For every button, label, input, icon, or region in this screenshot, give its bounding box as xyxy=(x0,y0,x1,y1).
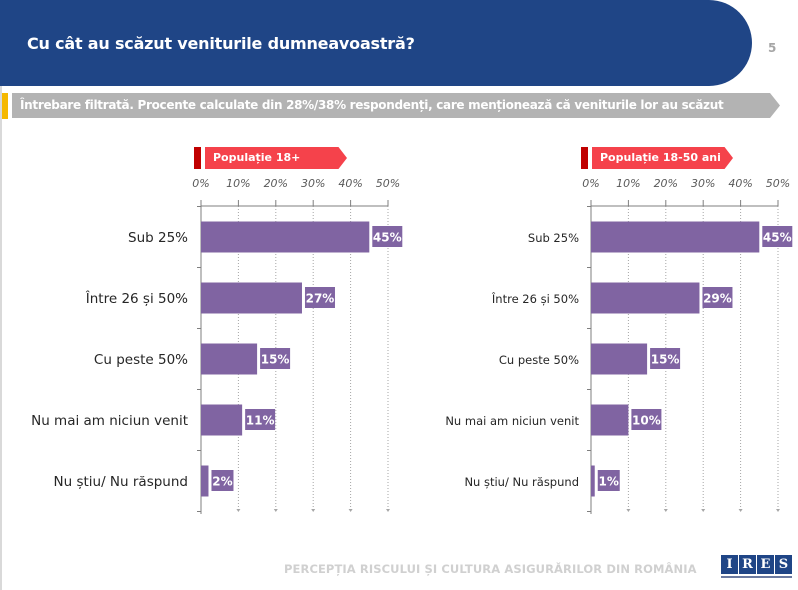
bar xyxy=(591,465,595,497)
logo-letter: R xyxy=(739,555,756,574)
category-label: Nu știu/ Nu răspund xyxy=(54,474,188,490)
data-label: 2% xyxy=(212,475,232,489)
gridline-arrow xyxy=(386,509,390,512)
category-label: Cu peste 50% xyxy=(499,353,579,367)
slide-header: Cu cât au scăzut veniturile dumneavoastr… xyxy=(0,0,752,86)
data-label: 45% xyxy=(763,231,792,245)
slide-title: Cu cât au scăzut veniturile dumneavoastr… xyxy=(27,34,415,53)
data-label: 11% xyxy=(246,414,275,428)
category-label: Între 26 și 50% xyxy=(491,291,579,306)
data-label: 45% xyxy=(373,231,402,245)
data-label: 29% xyxy=(703,292,732,306)
left-border-rule xyxy=(0,0,2,590)
logo-subtitle-line xyxy=(721,576,792,578)
bar xyxy=(201,343,258,375)
gridline-arrow xyxy=(738,509,743,512)
data-label: 10% xyxy=(632,414,661,428)
x-tick-label: 10% xyxy=(616,177,640,190)
chart-1-title: Populație 18+ xyxy=(213,151,301,164)
data-label-box xyxy=(631,409,662,430)
x-tick-label: 0% xyxy=(192,177,209,190)
x-tick-label: 20% xyxy=(654,177,678,190)
chart-2-title-tag: Populație 18-50 ani xyxy=(592,147,733,169)
data-label: 15% xyxy=(651,353,680,367)
gridline-arrow xyxy=(236,509,241,512)
category-label: Sub 25% xyxy=(128,230,188,246)
data-label-box xyxy=(245,409,276,430)
bar xyxy=(591,404,629,436)
x-tick-label: 50% xyxy=(766,177,790,190)
chart-1-tag-marker xyxy=(194,147,201,169)
bar xyxy=(201,465,209,497)
logo-letter: I xyxy=(721,555,738,574)
gridline-arrow xyxy=(348,509,353,512)
x-tick-label: 0% xyxy=(582,177,599,190)
filter-note-banner: Întrebare filtrată. Procente calculate d… xyxy=(12,93,780,118)
x-tick-label: 40% xyxy=(338,177,362,190)
x-tick-label: 30% xyxy=(691,177,715,190)
x-tick-label: 20% xyxy=(264,177,288,190)
data-label: 15% xyxy=(261,353,290,367)
bar xyxy=(591,282,700,314)
chart-1-title-tag: Populație 18+ xyxy=(205,147,347,169)
category-label: Cu peste 50% xyxy=(94,352,188,368)
category-label: Nu mai am niciun venit xyxy=(445,414,579,428)
data-label-box xyxy=(650,348,681,369)
gridline-arrow xyxy=(626,509,631,512)
gridline-arrow xyxy=(663,509,668,512)
gridline-arrow xyxy=(273,509,278,512)
ires-logo: I R E S xyxy=(721,555,792,574)
gridline-arrow xyxy=(776,509,780,512)
x-tick-label: 40% xyxy=(728,177,752,190)
bar xyxy=(201,404,243,436)
category-label: Între 26 și 50% xyxy=(85,289,188,307)
data-label-box xyxy=(597,470,620,491)
chart-2-title: Populație 18-50 ani xyxy=(600,151,721,164)
data-label: 27% xyxy=(306,292,335,306)
data-label-box xyxy=(372,226,403,247)
data-label-box xyxy=(260,348,291,369)
bar xyxy=(591,343,648,375)
filter-note-text: Întrebare filtrată. Procente calculate d… xyxy=(20,98,724,112)
gridline-arrow xyxy=(701,509,706,512)
x-tick-label: 10% xyxy=(226,177,250,190)
category-label: Nu mai am niciun venit xyxy=(31,413,188,429)
logo-letter: S xyxy=(775,555,792,574)
footer-title: PERCEPȚIA RISCULUI ȘI CULTURA ASIGURĂRIL… xyxy=(284,562,697,576)
x-tick-label: 30% xyxy=(301,177,325,190)
data-label-box xyxy=(211,470,234,491)
data-label-box xyxy=(304,287,335,308)
page-number: 5 xyxy=(768,41,777,55)
category-label: Nu știu/ Nu răspund xyxy=(464,475,579,489)
x-tick-label: 50% xyxy=(376,177,400,190)
note-accent-marker xyxy=(2,93,8,119)
bar xyxy=(201,282,302,314)
bar xyxy=(201,221,370,253)
data-label: 1% xyxy=(599,475,619,489)
chart-2-tag-marker xyxy=(581,147,588,169)
data-label-box xyxy=(762,226,793,247)
gridline-arrow xyxy=(311,509,316,512)
bar xyxy=(591,221,760,253)
data-label-box xyxy=(702,287,733,308)
category-label: Sub 25% xyxy=(528,231,579,245)
logo-letter: E xyxy=(757,555,774,574)
